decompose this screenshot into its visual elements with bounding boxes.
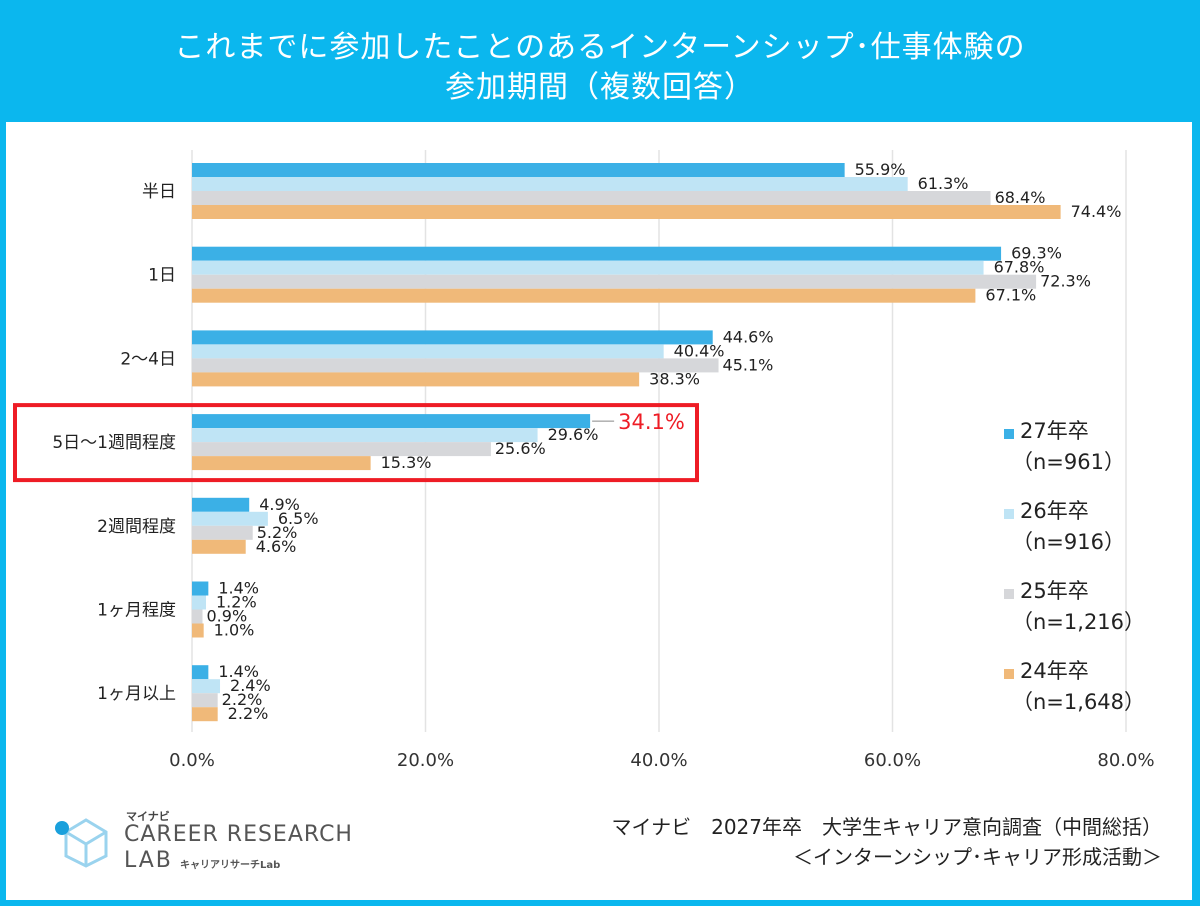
category-label: 1ヶ月以上 [97, 684, 176, 704]
x-tick-label: 60.0% [864, 750, 921, 771]
category-label: 5日～1週間程度 [52, 433, 176, 453]
bar [192, 428, 538, 443]
source-line1: マイナビ 2027年卒 大学生キャリア意向調査（中間総括） [611, 815, 1163, 839]
source-line2: ＜インターンシップ･キャリア形成活動＞ [793, 845, 1162, 869]
legend-swatch [1004, 429, 1014, 439]
data-label: 29.6% [548, 425, 599, 444]
data-label: 2.2% [222, 690, 263, 709]
bar [192, 707, 218, 722]
bar [192, 693, 218, 708]
legend-swatch [1004, 509, 1014, 519]
data-label: 67.1% [985, 286, 1036, 305]
category-label: 半日 [142, 182, 176, 202]
data-label: 55.9% [855, 160, 906, 179]
data-label: 2.4% [230, 676, 271, 695]
chart-header: これまでに参加したことのあるインターンシップ･仕事体験の 参加期間（複数回答） [0, 0, 1200, 122]
legend-n-label: （n=1,648） [1012, 690, 1145, 714]
data-label: 6.5% [278, 509, 319, 528]
category-label: 2～4日 [120, 349, 176, 369]
bar [192, 344, 664, 359]
lab-cube-icon [55, 818, 108, 868]
data-label: 40.4% [674, 341, 725, 360]
data-label: 1.0% [214, 621, 255, 640]
data-label: 69.3% [1011, 244, 1062, 263]
bar [192, 274, 1037, 289]
career-research-lab-logo: マイナビ CAREER RESEARCH LAB キャリアリサーチLab [52, 808, 353, 873]
data-label: 61.3% [918, 174, 969, 193]
bar [192, 609, 203, 624]
data-label: 4.9% [259, 495, 300, 514]
bar [192, 623, 204, 638]
bar [192, 358, 719, 373]
logo-line2-small: キャリアリサーチLab [180, 860, 281, 871]
data-label: 68.4% [995, 188, 1046, 207]
logo-brand-small: マイナビ [126, 810, 170, 823]
legend-swatch [1004, 669, 1014, 679]
bar [192, 260, 984, 275]
bar [192, 581, 209, 596]
bar [192, 539, 246, 554]
legend-label: 24年卒 [1020, 659, 1089, 683]
category-label: 1ヶ月程度 [97, 601, 176, 621]
legend-n-label: （n=1,216） [1012, 610, 1145, 634]
bar [192, 456, 371, 471]
bar [192, 205, 1061, 219]
x-tick-label: 40.0% [630, 750, 687, 771]
data-label: 0.9% [207, 607, 248, 626]
legend-label: 27年卒 [1020, 419, 1089, 443]
legend-n-label: （n=961） [1012, 450, 1125, 474]
data-label: 25.6% [495, 439, 546, 458]
category-label: 2週間程度 [97, 517, 176, 537]
x-tick-label: 0.0% [169, 750, 215, 771]
data-label: 67.8% [994, 258, 1045, 277]
data-label: 1.2% [216, 593, 257, 612]
bar [192, 177, 908, 191]
bar [192, 525, 253, 540]
bar [192, 497, 250, 512]
bar [192, 511, 268, 526]
bar [192, 246, 1002, 261]
data-label: 72.3% [1040, 272, 1091, 291]
data-label: 34.1% [618, 410, 685, 434]
legend-n-label: （n=916） [1012, 530, 1125, 554]
bar [192, 372, 640, 387]
chart-title-line1: これまでに参加したことのあるインターンシップ･仕事体験の [174, 30, 1026, 65]
data-label: 44.6% [723, 327, 774, 346]
bar [192, 665, 209, 680]
legend-label: 25年卒 [1020, 579, 1089, 603]
x-tick-label: 20.0% [397, 750, 454, 771]
data-label: 15.3% [381, 453, 432, 472]
data-label: 2.2% [228, 704, 269, 723]
logo-line1: CAREER RESEARCH [124, 822, 353, 847]
data-label: 4.6% [256, 537, 297, 556]
logo-line2: LAB [124, 848, 173, 873]
bar [192, 442, 491, 457]
bar [192, 330, 713, 345]
bar [192, 414, 591, 429]
bar [192, 288, 976, 303]
bar [192, 679, 221, 694]
bar [192, 163, 845, 177]
data-label: 1.4% [218, 662, 259, 681]
data-label: 1.4% [218, 579, 259, 598]
category-label: 1日 [148, 266, 176, 286]
data-label: 38.3% [649, 369, 700, 388]
legend-label: 26年卒 [1020, 499, 1089, 523]
bar [192, 191, 991, 205]
source-note: マイナビ 2027年卒 大学生キャリア意向調査（中間総括） ＜インターンシップ･… [612, 812, 1163, 872]
data-label: 5.2% [257, 523, 298, 542]
chart-title-line2: 参加期間（複数回答） [445, 70, 755, 105]
data-label: 45.1% [723, 355, 774, 374]
x-tick-label: 80.0% [1097, 750, 1154, 771]
legend-swatch [1004, 589, 1014, 599]
bar [192, 595, 207, 610]
highlight-box [13, 403, 699, 483]
data-label: 74.4% [1071, 202, 1122, 221]
